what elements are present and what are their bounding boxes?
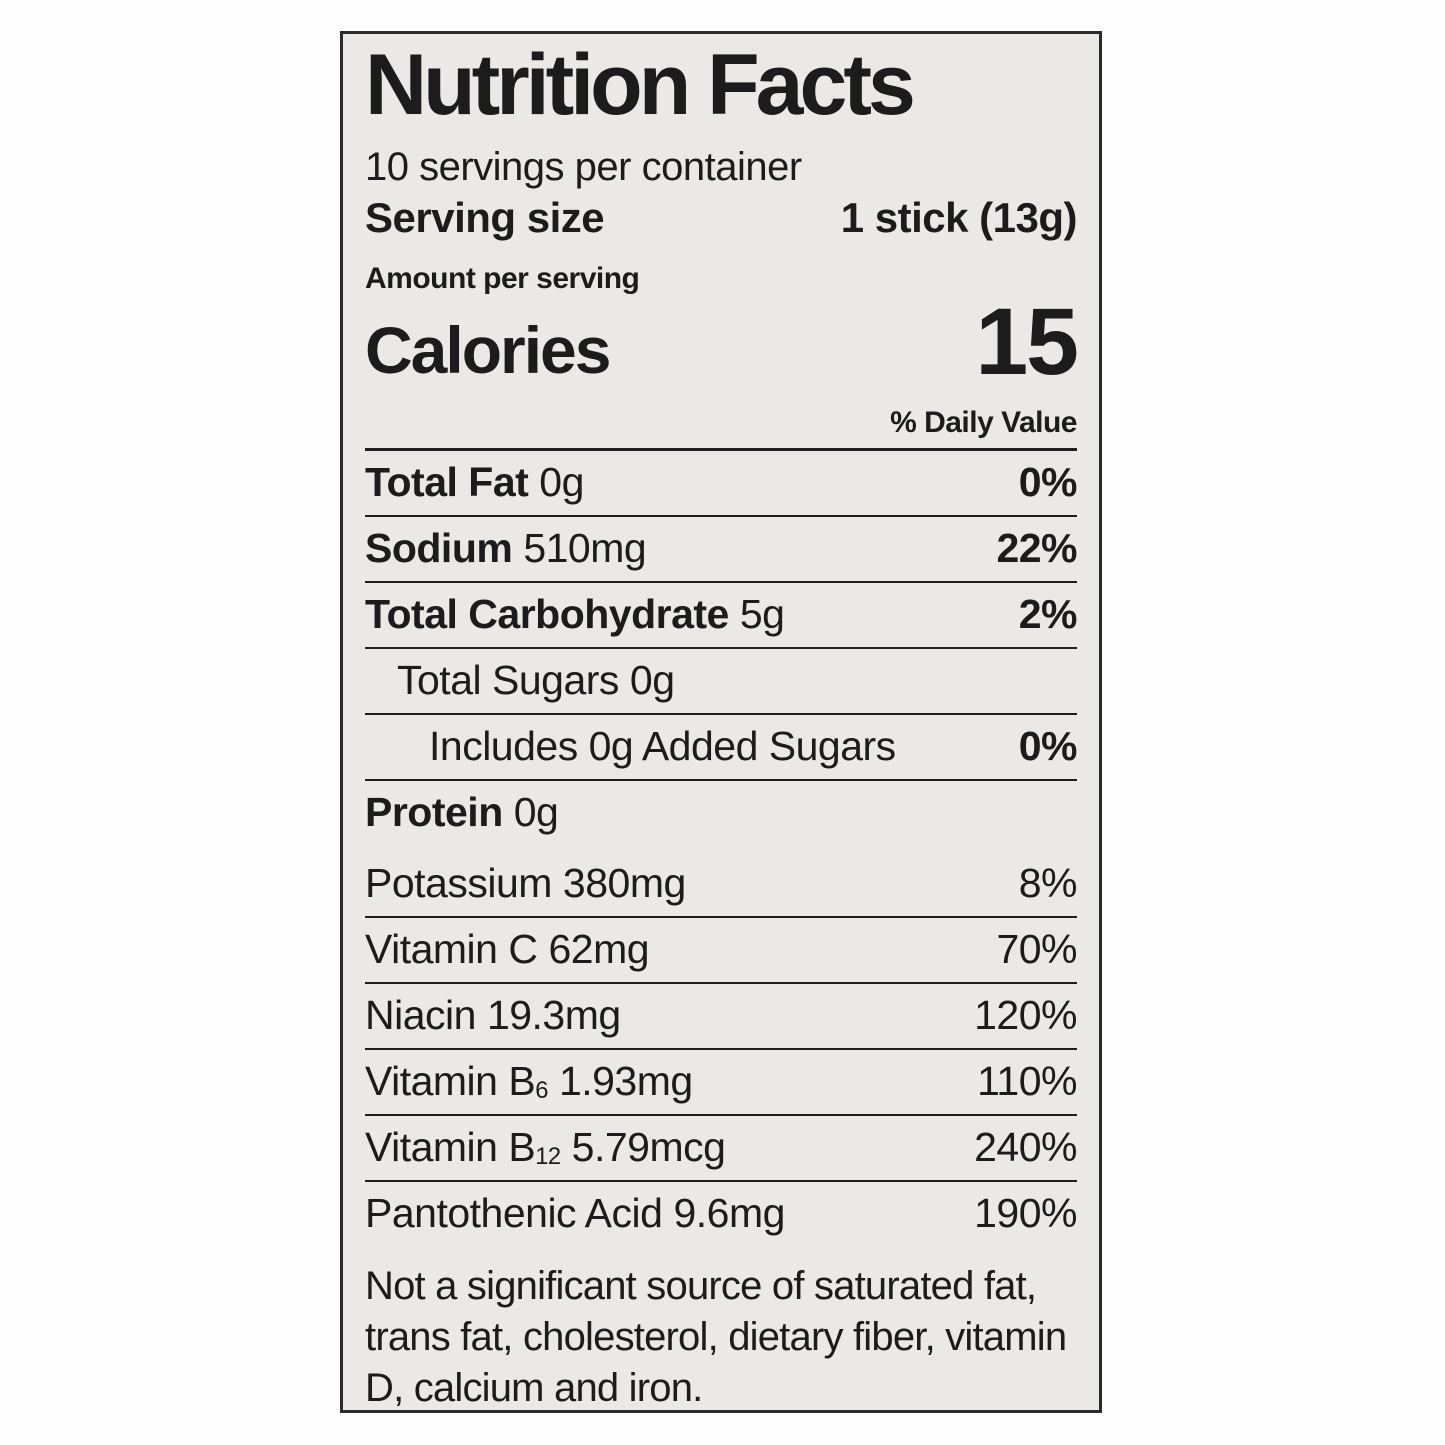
nutrient-amount: 62mg bbox=[548, 925, 650, 972]
nutrient-name: Potassium bbox=[365, 859, 552, 906]
nutrient-name-amount: Niacin 19.3mg bbox=[365, 991, 621, 1038]
nutrient-name-amount: Potassium 380mg bbox=[365, 859, 686, 906]
nutrient-name: Total Fat bbox=[365, 458, 529, 505]
nutrient-name: Vitamin B bbox=[365, 1057, 536, 1104]
nutrient-row: Total Sugars 0g bbox=[365, 649, 1077, 716]
nutrient-name: Vitamin B bbox=[365, 1123, 536, 1170]
nutrient-daily-value: 22% bbox=[996, 525, 1077, 572]
serving-size-label: Serving size bbox=[365, 193, 605, 241]
footnote-text: Not a significant source of saturated fa… bbox=[365, 1264, 1067, 1411]
nutrient-name-amount: Vitamin C 62mg bbox=[365, 925, 650, 972]
nutrient-name-subscript: 6 bbox=[535, 1076, 548, 1104]
nutrient-amount: 9.6mg bbox=[673, 1190, 785, 1236]
nutrient-rows-main: Total Fat 0g 0% Sodium 510mg 22% Total Carbohy… bbox=[365, 451, 1078, 846]
micronutrient-row: Vitamin B12 5.79mcg 240% bbox=[365, 1116, 1077, 1182]
nutrient-amount: 19.3mg bbox=[486, 991, 621, 1038]
nutrient-name-amount: Vitamin B6 1.93mg bbox=[365, 1057, 693, 1104]
nutrient-name-amount: Protein 0g bbox=[365, 789, 559, 836]
amount-per-serving-label: Amount per serving bbox=[365, 262, 640, 296]
servings-per-container: 10 servings per container bbox=[365, 144, 802, 189]
daily-value-header: % Daily Value bbox=[365, 397, 1078, 451]
nutrient-amount: 380mg bbox=[562, 859, 686, 906]
micronutrient-row: Niacin 19.3mg 120% bbox=[365, 984, 1077, 1050]
nutrient-name: Includes 0g Added Sugars bbox=[429, 723, 896, 770]
nutrient-amount: 0g bbox=[629, 657, 675, 704]
nutrient-name: Protein bbox=[365, 789, 503, 836]
nutrient-daily-value: 2% bbox=[1018, 591, 1078, 638]
nutrient-amount: 5g bbox=[739, 591, 785, 638]
micronutrient-row: Potassium 380mg 8% bbox=[365, 852, 1078, 918]
nutrient-row: Includes 0g Added Sugars 0% bbox=[365, 715, 1078, 782]
label-title: Nutrition Facts bbox=[365, 37, 916, 133]
nutrient-daily-value: 0% bbox=[1018, 723, 1078, 770]
nutrient-name: Total Sugars bbox=[397, 657, 619, 704]
nutrient-name-amount: Total Fat 0g bbox=[365, 458, 584, 505]
micronutrient-row: Pantothenic Acid 9.6mg 190% bbox=[365, 1182, 1077, 1248]
nutrient-name-amount: Pantothenic Acid 9.6mg bbox=[365, 1190, 785, 1236]
nutrient-name: Niacin bbox=[365, 991, 476, 1038]
nutrient-daily-value: 120% bbox=[974, 991, 1077, 1038]
nutrient-name-amount: Includes 0g Added Sugars bbox=[429, 724, 896, 769]
calories-label: Calories bbox=[365, 313, 611, 388]
nutrient-name: Sodium bbox=[365, 525, 513, 572]
serving-size-value: 1 stick (13g) bbox=[840, 193, 1078, 241]
nutrient-row: Total Fat 0g 0% bbox=[365, 451, 1078, 518]
nutrient-row: Protein 0g bbox=[365, 781, 1077, 845]
nutrient-name: Total Carbohydrate bbox=[365, 591, 729, 638]
nutrient-name: Vitamin C bbox=[365, 925, 538, 972]
nutrient-daily-value: 240% bbox=[974, 1123, 1077, 1170]
nutrient-amount: 1.93mg bbox=[558, 1057, 693, 1104]
nutrient-daily-value: 8% bbox=[1018, 859, 1078, 906]
nutrient-daily-value: 70% bbox=[996, 925, 1077, 972]
nutrient-row: Sodium 510mg 22% bbox=[365, 517, 1077, 584]
nutrient-amount: 0g bbox=[513, 789, 559, 836]
nutrition-facts-label: Nutrition Facts 10 servings per containe… bbox=[340, 31, 1102, 1413]
nutrient-name-subscript: 12 bbox=[535, 1142, 561, 1170]
nutrient-daily-value: 190% bbox=[974, 1190, 1077, 1236]
nutrient-amount: 5.79mcg bbox=[571, 1123, 726, 1170]
calories-value: 15 bbox=[975, 288, 1079, 395]
serving-size-row: Serving size 1 stick (13g) bbox=[365, 192, 1078, 245]
nutrient-row: Total Carbohydrate 5g 2% bbox=[365, 583, 1078, 650]
nutrient-name-amount: Total Sugars 0g bbox=[397, 658, 675, 703]
nutrient-rows-micro: Potassium 380mg 8% Vitamin C 62mg 70% Niacin 19… bbox=[365, 852, 1078, 1249]
nutrient-name-amount: Sodium 510mg bbox=[365, 525, 647, 572]
nutrient-daily-value: 0% bbox=[1018, 458, 1078, 505]
micronutrient-row: Vitamin C 62mg 70% bbox=[365, 918, 1077, 984]
nutrient-name-amount: Total Carbohydrate 5g bbox=[365, 591, 785, 638]
nutrient-name-amount: Vitamin B12 5.79mcg bbox=[365, 1123, 726, 1170]
micronutrient-row: Vitamin B6 1.93mg 110% bbox=[365, 1050, 1077, 1116]
nutrient-amount: 0g bbox=[539, 458, 584, 505]
nutrient-daily-value: 110% bbox=[977, 1057, 1077, 1104]
calories-row: Calories 15 bbox=[365, 288, 1079, 395]
nutrient-name: Pantothenic Acid bbox=[365, 1190, 663, 1236]
nutrient-amount: 510mg bbox=[523, 525, 647, 572]
